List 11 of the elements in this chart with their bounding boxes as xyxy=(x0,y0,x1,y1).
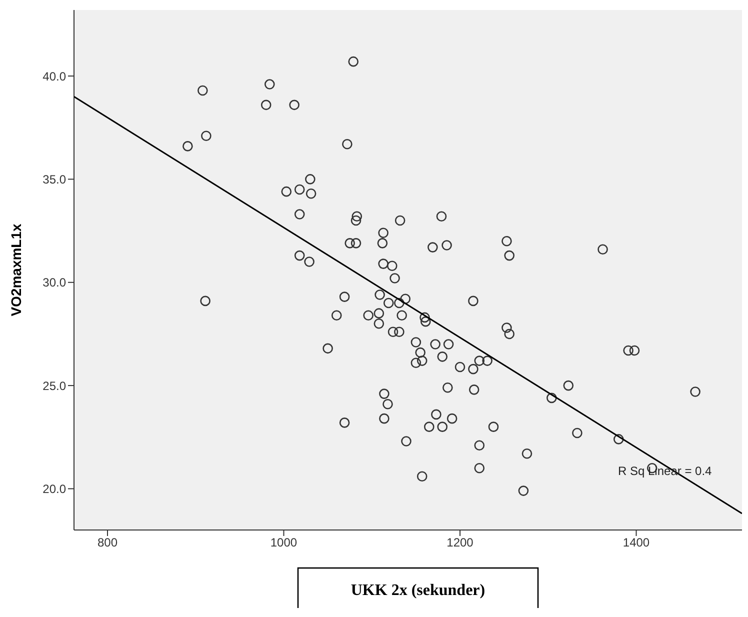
y-tick-label: 40.0 xyxy=(42,69,66,84)
y-tick-label: 30.0 xyxy=(42,276,66,290)
x-tick-label: 800 xyxy=(97,536,118,550)
x-axis-title: UKK 2x (sekunder) xyxy=(350,582,486,599)
y-tick-label: 35.0 xyxy=(42,172,66,186)
y-tick-label: 25.0 xyxy=(42,378,66,393)
y-tick-label: 20.0 xyxy=(42,482,66,496)
y-axis-title: VO2maxmL1x xyxy=(8,223,24,316)
x-tick-label: 1000 xyxy=(270,536,298,550)
x-tick-label: 1400 xyxy=(622,536,650,550)
x-tick-label: 1200 xyxy=(446,536,474,550)
